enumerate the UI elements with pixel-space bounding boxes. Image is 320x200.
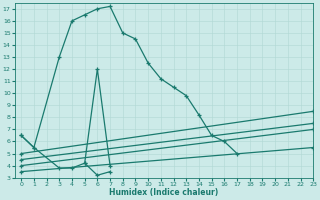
X-axis label: Humidex (Indice chaleur): Humidex (Indice chaleur) — [109, 188, 219, 197]
